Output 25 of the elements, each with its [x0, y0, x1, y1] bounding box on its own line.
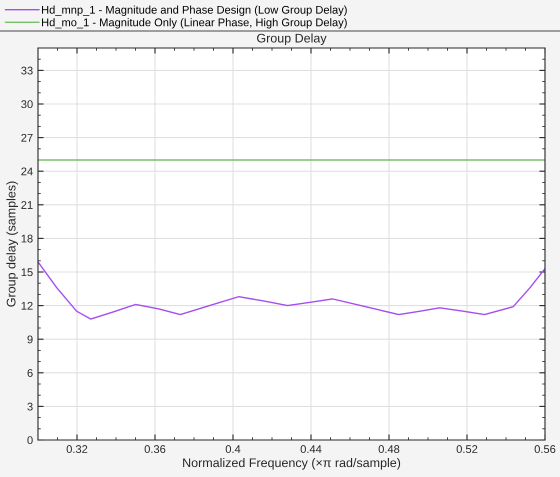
legend-label: Hd_mnp_1 - Magnitude and Phase Design (Low Group Delay): [42, 6, 347, 16]
y-tick-label: 15: [22, 268, 33, 276]
y-tick-label: 27: [21, 134, 33, 142]
y-tick-label: 18: [22, 234, 33, 243]
x-axis-title: Normalized Frequency (×π rad/sample): [183, 458, 400, 470]
y-tick-label: 3: [27, 402, 33, 411]
y-tick-label: 30: [21, 100, 33, 108]
x-tick-label: 0.56: [534, 445, 556, 454]
x-tick-label: 0.48: [378, 445, 400, 454]
legend-label: Hd_mo_1 - Magnitude Only (Linear Phase, High Group Delay): [42, 18, 347, 28]
y-tick-label: 0: [27, 436, 33, 444]
y-axis-title: Group delay (samples): [6, 182, 18, 307]
y-tick-label: 6: [28, 369, 33, 377]
x-tick-label: 0.32: [66, 445, 88, 454]
y-tick-label: 12: [22, 302, 33, 310]
y-tick-label: 33: [21, 66, 33, 75]
y-tick-label: 21: [21, 201, 33, 209]
x-tick-label: 0.4: [226, 445, 240, 454]
x-tick-label: 0.52: [456, 445, 478, 454]
chart-title: Group Delay: [257, 33, 327, 46]
y-tick-label: 9: [27, 335, 33, 344]
line-series: [38, 261, 545, 320]
x-tick-label: 0.44: [300, 445, 322, 454]
y-tick-label: 24: [21, 167, 33, 176]
x-tick-label: 0.36: [144, 445, 166, 454]
